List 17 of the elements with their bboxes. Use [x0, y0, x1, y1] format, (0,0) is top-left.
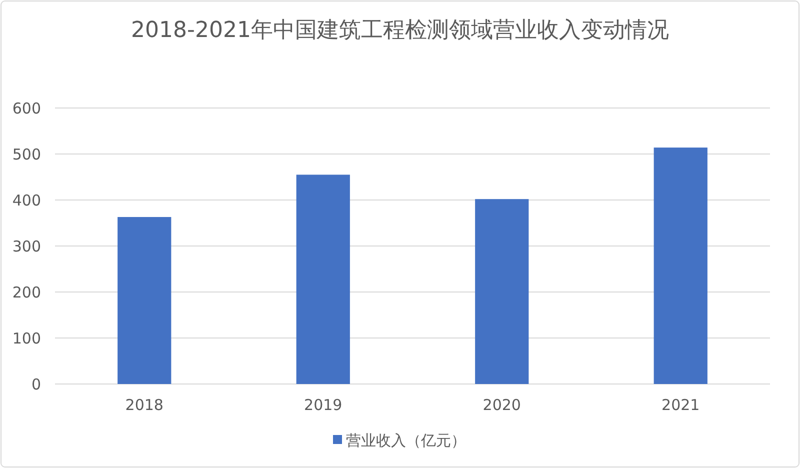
y-tick-label: 500: [12, 145, 41, 164]
chart-title: 2018-2021年中国建筑工程检测领域营业收入变动情况: [130, 17, 670, 45]
y-tick-label: 200: [12, 283, 41, 302]
x-tick-label: 2021: [662, 396, 700, 414]
y-tick-label: 0: [31, 375, 41, 394]
x-tick-label: 2018: [125, 396, 164, 414]
y-tick-label: 400: [12, 191, 41, 210]
y-tick-label: 100: [12, 329, 41, 348]
bar: [118, 217, 172, 384]
x-tick-label: 2019: [304, 396, 342, 414]
y-tick-label: 300: [12, 237, 41, 256]
x-tick-label: 2020: [482, 396, 521, 414]
bar: [654, 148, 708, 384]
bar: [475, 199, 529, 384]
y-tick-label: 600: [12, 99, 41, 118]
bar: [296, 174, 350, 384]
legend-label: 营业收入（亿元）: [346, 431, 466, 450]
